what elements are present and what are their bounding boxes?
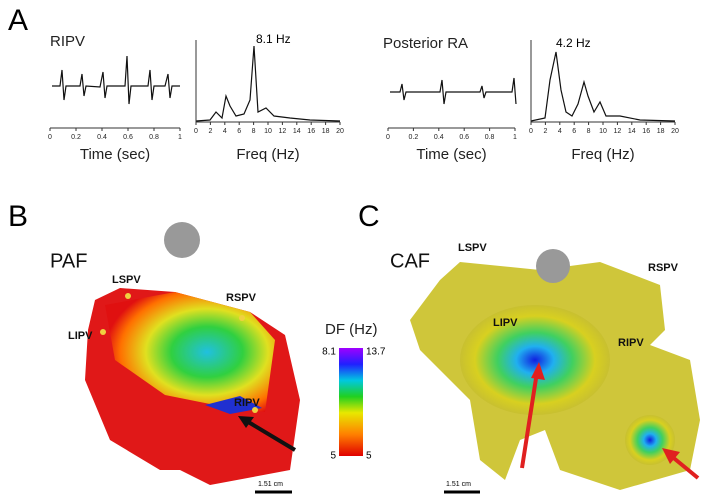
marker [164, 222, 200, 258]
landmark-label: RIPV [234, 397, 260, 409]
axis-label: Freq (Hz) [236, 146, 299, 163]
arrow-head [662, 448, 680, 464]
x-tick-label: 0 [529, 128, 533, 135]
x-tick-label: 10 [599, 128, 607, 135]
arrow [520, 371, 539, 469]
panel-letter: A [8, 4, 28, 37]
landmark-label: RSPV [226, 292, 257, 304]
landmark-label: LSPV [112, 274, 141, 286]
axis-label: Time (sec) [416, 146, 486, 163]
x-tick-label: 6 [572, 128, 576, 135]
x-tick-label: 1 [178, 134, 182, 141]
colorbar-label: 8.1 [322, 347, 336, 358]
activation-region [205, 396, 262, 414]
marker [536, 249, 570, 283]
arrow-head [531, 362, 545, 380]
x-tick-label: 0.6 [123, 134, 133, 141]
x-tick-label: 10 [264, 128, 272, 135]
colorbar-label: 5 [366, 451, 372, 462]
panel-letter: B [8, 200, 28, 233]
site-label: Posterior RA [383, 35, 468, 52]
x-tick-label: 0.2 [71, 134, 81, 141]
axis-label: Time (sec) [80, 146, 150, 163]
x-tick-label: 14 [628, 128, 636, 135]
colorbar-label: 13.7 [366, 347, 386, 358]
site-label: RIPV [50, 33, 85, 50]
x-tick-label: 0.4 [97, 134, 107, 141]
x-tick-label: 2 [543, 128, 547, 135]
x-tick-label: 1 [513, 134, 517, 141]
x-tick-label: 0.2 [409, 134, 419, 141]
x-tick-label: 0.8 [485, 134, 495, 141]
spectrum-trace [530, 51, 676, 122]
x-tick-label: 0 [48, 134, 52, 141]
x-tick-label: 20 [671, 128, 679, 135]
x-tick-label: 14 [293, 128, 301, 135]
x-tick-label: 0.4 [434, 134, 444, 141]
spectrum-trace [195, 45, 341, 122]
colorbar-title: DF (Hz) [325, 321, 378, 338]
activation-region [460, 305, 610, 415]
arrow [243, 418, 297, 452]
landmark-label: LIPV [68, 330, 93, 342]
signal-trace [390, 77, 517, 105]
colorbar [339, 348, 363, 456]
x-tick-label: 0.8 [149, 134, 159, 141]
condition-label: PAF [50, 250, 87, 272]
axis-label: Freq (Hz) [571, 146, 634, 163]
scale-label: 1.51 cm [446, 481, 471, 488]
scale-label: 1.51 cm [258, 481, 283, 488]
x-tick-label: 16 [307, 128, 315, 135]
peak-label: 4.2 Hz [556, 36, 591, 50]
landmark-label: RSPV [648, 262, 679, 274]
x-tick-label: 20 [336, 128, 344, 135]
peak-label: 8.1 Hz [256, 32, 291, 46]
x-tick-label: 0 [386, 134, 390, 141]
arrow-head [238, 416, 254, 428]
x-tick-label: 12 [279, 128, 287, 135]
landmark-label: LIPV [493, 317, 518, 329]
x-tick-label: 18 [657, 128, 665, 135]
landmark-label: LSPV [458, 242, 487, 254]
x-tick-label: 16 [642, 128, 650, 135]
x-tick-label: 18 [322, 128, 330, 135]
condition-label: CAF [390, 250, 430, 272]
x-tick-label: 12 [614, 128, 622, 135]
landmark-label: RIPV [618, 337, 644, 349]
x-tick-label: 8 [587, 128, 591, 135]
panel-letter: C [358, 200, 380, 233]
x-tick-label: 0 [194, 128, 198, 135]
signal-trace [52, 55, 180, 105]
x-tick-label: 8 [252, 128, 256, 135]
activation-region [105, 292, 275, 412]
x-tick-label: 6 [237, 128, 241, 135]
colorbar-label: 5 [330, 451, 336, 462]
landmark-dots [100, 293, 258, 413]
x-tick-label: 4 [558, 128, 562, 135]
x-tick-label: 4 [223, 128, 227, 135]
arrow [668, 453, 700, 480]
x-tick-label: 2 [208, 128, 212, 135]
x-tick-label: 0.6 [459, 134, 469, 141]
activation-region [625, 415, 675, 465]
